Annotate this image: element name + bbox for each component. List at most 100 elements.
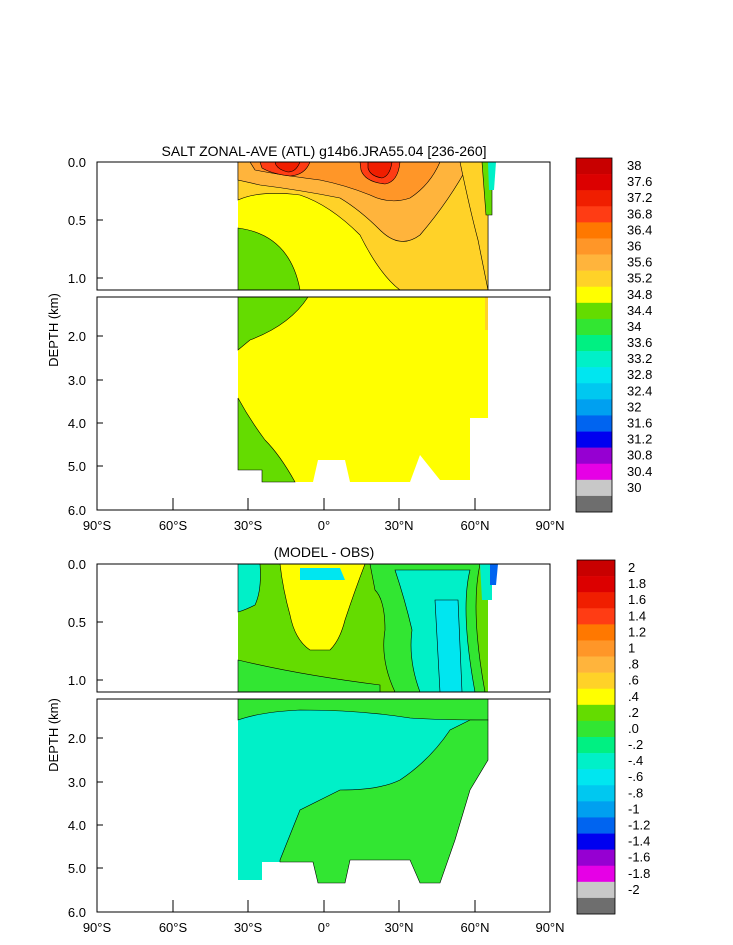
top-ytick-2: 1.0 [68, 271, 86, 286]
colorbar-label: 32 [627, 399, 641, 414]
colorbar-swatch [577, 624, 615, 641]
bottom-ytick-2: 1.0 [68, 673, 86, 688]
colorbar-swatch [576, 318, 612, 336]
top-x-axis: 90°S 60°S 30°S 0° 30°N 60°N 90°N [83, 498, 565, 533]
colorbar-swatch [577, 849, 615, 867]
colorbar-label: .8 [628, 657, 639, 672]
colorbar-swatch [576, 238, 612, 255]
colorbar-swatch [576, 447, 612, 465]
top-ytick-6: 5.0 [68, 459, 86, 474]
colorbar-swatch [576, 302, 612, 320]
colorbar-swatch [577, 881, 615, 899]
colorbar-swatch [577, 897, 615, 915]
top-lower-field [237, 297, 488, 483]
colorbar-label: 33.2 [627, 351, 652, 366]
colorbar-label: 32.4 [627, 383, 652, 398]
colorbar-swatch [577, 688, 615, 706]
colorbar-frame [575, 157, 613, 513]
bottom-ytick-6: 5.0 [68, 861, 86, 876]
bottom-ytick-0: 0.0 [68, 557, 86, 572]
colorbar-label: 36.8 [627, 206, 652, 221]
top-upper-field [237, 162, 496, 290]
colorbar-swatch [576, 174, 612, 191]
colorbar-label: 1.8 [628, 576, 646, 591]
colorbar-swatch [577, 608, 615, 625]
top-upper-frame [96, 161, 551, 291]
top-xtick-0: 90°S [83, 518, 112, 533]
top-ytick-5: 4.0 [68, 416, 86, 431]
colorbar-label: 37.2 [627, 190, 652, 205]
bottom-xtick-3: 0° [318, 920, 330, 935]
colorbar-frame [576, 559, 616, 915]
bottom-xtick-6: 90°N [535, 920, 564, 935]
bottom-xtick-1: 60°S [159, 920, 188, 935]
colorbar-swatch [577, 656, 615, 673]
colorbar-swatch [577, 737, 615, 754]
colorbar-swatch [576, 495, 612, 513]
colorbar-swatch [576, 270, 612, 288]
top-xtick-4: 30°N [384, 518, 413, 533]
colorbar-label: 31.2 [627, 432, 652, 447]
bottom-xtick-0: 90°S [83, 920, 112, 935]
bottom-ytick-7: 6.0 [68, 905, 86, 920]
top-xtick-2: 30°S [234, 518, 263, 533]
bottom-upper-field [237, 564, 498, 692]
colorbar-label: -1.6 [628, 850, 650, 865]
colorbar-swatch [577, 560, 615, 577]
colorbar-swatch [577, 753, 615, 770]
top-panel: SALT ZONAL-AVE (ATL) g14b6.JRA55.04 [236… [46, 143, 652, 533]
top-colorbar: 3837.637.236.836.43635.635.234.834.43433… [575, 157, 652, 513]
colorbar-label: 1.6 [628, 592, 646, 607]
colorbar-label: 32.8 [627, 367, 652, 382]
colorbar-label: 30 [627, 480, 641, 495]
colorbar-label: -1.8 [628, 866, 650, 881]
colorbar-label: 1 [628, 641, 635, 656]
colorbar-swatch [577, 785, 615, 802]
colorbar-swatch [576, 367, 612, 384]
colorbar-swatch [576, 335, 612, 352]
colorbar-swatch [576, 351, 612, 368]
colorbar-swatch [577, 640, 615, 657]
bottom-upper-frame [96, 563, 551, 693]
colorbar-label: 35.2 [627, 271, 652, 286]
bottom-lower-field [237, 699, 489, 884]
colorbar-label: .2 [628, 705, 639, 720]
colorbar-swatch [577, 720, 615, 738]
colorbar-label: 1.2 [628, 624, 646, 639]
colorbar-swatch [576, 158, 612, 175]
colorbar-label: 30.4 [627, 464, 652, 479]
bottom-title: (MODEL - OBS) [274, 544, 375, 560]
bottom-panel: (MODEL - OBS) 0 [46, 544, 650, 935]
colorbar-label: 36.4 [627, 222, 652, 237]
top-ytick-4: 3.0 [68, 373, 86, 388]
colorbar-label: .6 [628, 673, 639, 688]
colorbar-swatch [577, 592, 615, 609]
top-title: SALT ZONAL-AVE (ATL) g14b6.JRA55.04 [236… [161, 143, 486, 159]
colorbar-swatch [576, 190, 612, 207]
colorbar-label: .4 [628, 689, 639, 704]
bottom-colorbar: 21.81.61.41.21.8.6.4.2.0-.2-.4-.6-.8-1-1… [576, 559, 650, 915]
colorbar-label: -.6 [628, 769, 643, 784]
colorbar-label: 31.6 [627, 416, 652, 431]
colorbar-swatch [577, 672, 615, 690]
top-ytick-3: 2.0 [68, 329, 86, 344]
top-xtick-6: 90°N [535, 518, 564, 533]
colorbar-label: 34.4 [627, 303, 652, 318]
bottom-y-axis: 0.0 0.5 1.0 2.0 3.0 4.0 5.0 6.0 DEPTH (k… [46, 557, 103, 920]
bottom-ytick-5: 4.0 [68, 818, 86, 833]
colorbar-label: 37.6 [627, 174, 652, 189]
colorbar-swatch [576, 399, 612, 416]
colorbar-label: -.4 [628, 753, 643, 768]
top-ytick-7: 6.0 [68, 503, 86, 518]
colorbar-swatch [576, 431, 612, 448]
colorbar-label: -2 [628, 882, 640, 897]
colorbar-label: -.2 [628, 737, 643, 752]
colorbar-swatch [576, 206, 612, 223]
colorbar-label: 38 [627, 158, 641, 173]
colorbar-swatch [577, 769, 615, 786]
colorbar-label: 1.4 [628, 608, 646, 623]
bottom-x-axis: 90°S 60°S 30°S 0° 30°N 60°N 90°N [83, 900, 565, 935]
bottom-ytick-3: 2.0 [68, 731, 86, 746]
top-y-axis: 0.0 0.5 1.0 2.0 3.0 4.0 5.0 6.0 DEPTH (k… [46, 155, 103, 518]
